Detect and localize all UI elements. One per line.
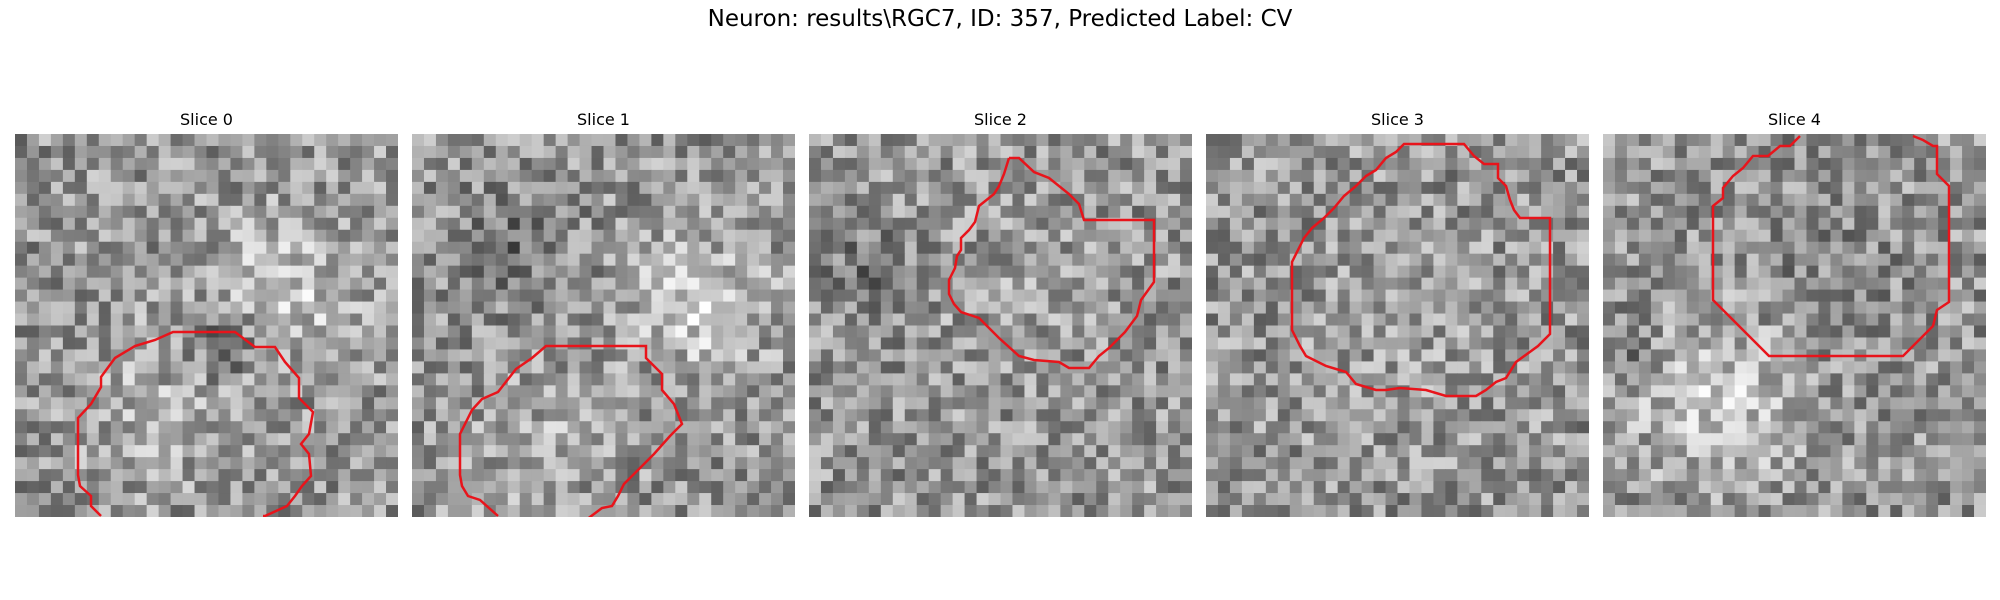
slice-image xyxy=(15,134,398,517)
slice-image xyxy=(1603,134,1986,517)
slice-title: Slice 0 xyxy=(180,110,233,129)
grayscale-pixels xyxy=(15,134,398,517)
slice-image xyxy=(412,134,795,517)
cell-contour xyxy=(1711,134,1951,358)
slice-panel-2: Slice 2 xyxy=(809,108,1192,517)
slice-panel-3: Slice 3 xyxy=(1206,108,1589,517)
slice-image xyxy=(809,134,1192,517)
cell-contour xyxy=(1290,142,1552,398)
slice-title: Slice 3 xyxy=(1371,110,1424,129)
slice-panel-4: Slice 4 xyxy=(1603,108,1986,517)
cell-contour xyxy=(947,156,1156,370)
grayscale-pixels xyxy=(1206,134,1589,517)
slice-title: Slice 2 xyxy=(974,110,1027,129)
slice-title: Slice 4 xyxy=(1768,110,1821,129)
slice-panel-1: Slice 1 xyxy=(412,108,795,517)
cell-contour xyxy=(458,344,684,517)
figure-title: Neuron: results\RGC7, ID: 357, Predicted… xyxy=(707,6,1293,32)
cell-contour xyxy=(76,330,315,517)
slice-image xyxy=(1206,134,1589,517)
grayscale-pixels xyxy=(1603,134,1986,517)
grayscale-pixels xyxy=(809,134,1192,517)
slice-title: Slice 1 xyxy=(577,110,630,129)
slice-panel-0: Slice 0 xyxy=(15,108,398,517)
grayscale-pixels xyxy=(412,134,795,517)
